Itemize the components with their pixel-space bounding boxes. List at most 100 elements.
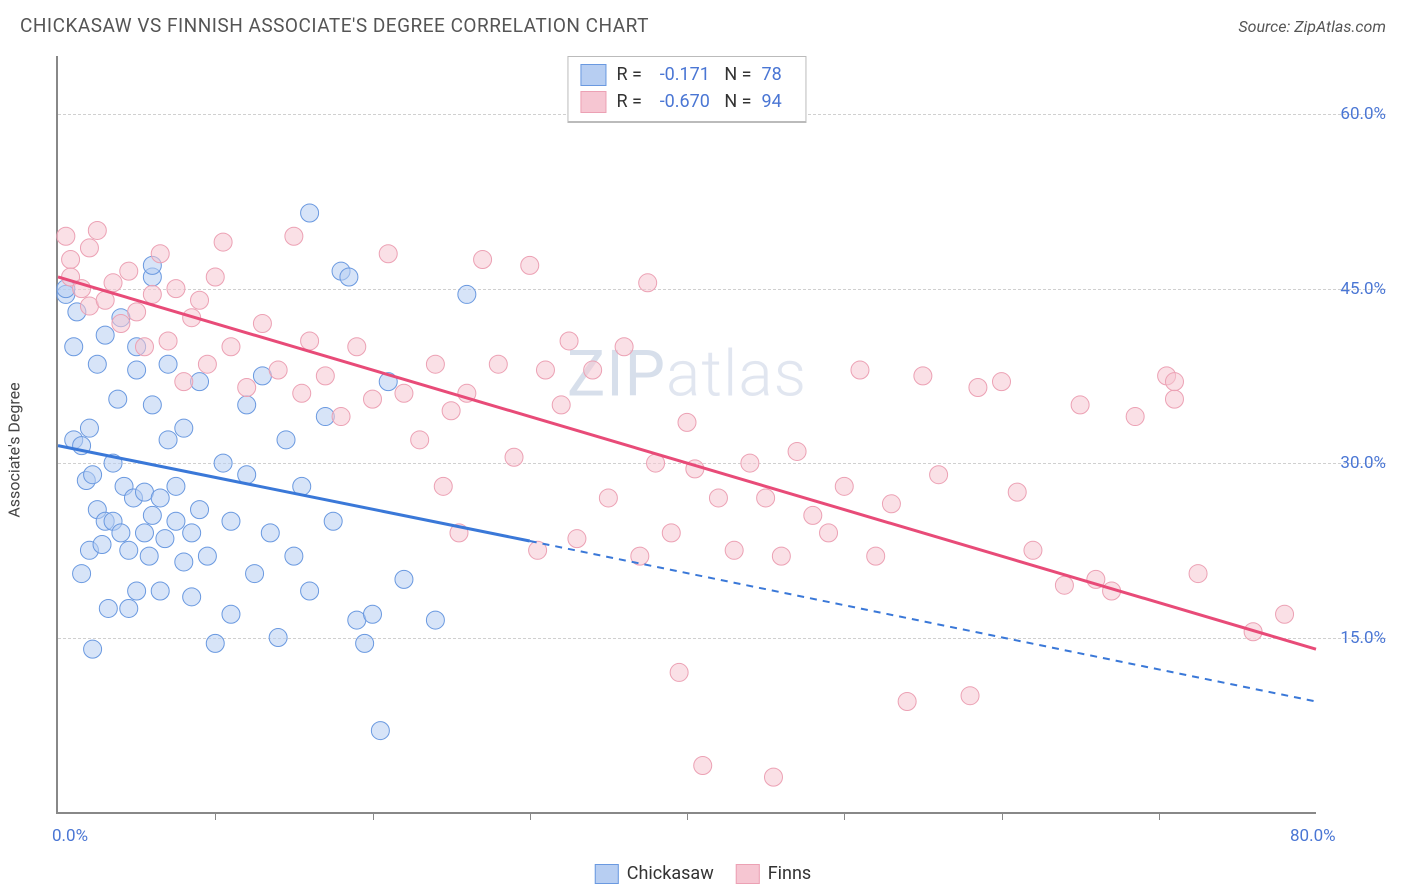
source-name: ZipAtlas.com: [1294, 17, 1386, 36]
data-point: [175, 373, 193, 391]
data-point: [246, 565, 264, 583]
data-point: [678, 413, 696, 431]
data-point: [191, 501, 209, 519]
data-point: [379, 245, 397, 263]
data-point: [120, 262, 138, 280]
data-point: [206, 634, 224, 652]
data-point: [757, 489, 775, 507]
data-point: [112, 315, 130, 333]
data-point: [560, 332, 578, 350]
data-point: [238, 396, 256, 414]
data-point: [159, 355, 177, 373]
data-point: [474, 251, 492, 269]
data-point: [93, 535, 111, 553]
data-point: [788, 442, 806, 460]
data-point: [222, 512, 240, 530]
data-point: [175, 419, 193, 437]
data-point: [340, 268, 358, 286]
data-point: [898, 693, 916, 711]
data-point: [183, 588, 201, 606]
x-tick: [687, 812, 688, 820]
chart-container: Associate's Degree ZIPatlas R = -0.171 N…: [20, 50, 1386, 850]
correlation-stat-box: R = -0.171 N = 78 R = -0.670 N = 94: [567, 56, 806, 123]
x-tick: [530, 812, 531, 820]
legend-swatch: [595, 864, 619, 884]
stat-r-value: -0.171: [652, 61, 710, 88]
data-point: [143, 506, 161, 524]
data-point: [167, 512, 185, 530]
data-point: [725, 541, 743, 559]
data-point: [88, 221, 106, 239]
data-point: [269, 629, 287, 647]
data-point: [198, 355, 216, 373]
data-point: [73, 565, 91, 583]
data-point: [143, 396, 161, 414]
data-point: [568, 530, 586, 548]
data-point: [253, 315, 271, 333]
data-point: [1126, 408, 1144, 426]
data-point: [293, 384, 311, 402]
data-point: [191, 291, 209, 309]
y-tick-label: 30.0%: [1322, 453, 1386, 473]
data-point: [151, 245, 169, 263]
data-point: [261, 524, 279, 542]
data-point: [411, 431, 429, 449]
data-point: [662, 524, 680, 542]
data-point: [395, 570, 413, 588]
data-point: [764, 768, 782, 786]
data-point: [639, 274, 657, 292]
data-point: [214, 454, 232, 472]
data-point: [993, 373, 1011, 391]
data-point: [914, 367, 932, 385]
data-point: [135, 524, 153, 542]
data-point: [804, 506, 822, 524]
data-point: [128, 582, 146, 600]
data-point: [62, 251, 80, 269]
chart-source: Source: ZipAtlas.com: [1238, 17, 1386, 36]
stat-row: R = -0.670 N = 94: [580, 88, 793, 115]
data-point: [1165, 373, 1183, 391]
data-point: [238, 378, 256, 396]
data-point: [128, 361, 146, 379]
data-point: [222, 338, 240, 356]
data-point: [128, 303, 146, 321]
data-point: [505, 448, 523, 466]
data-point: [159, 332, 177, 350]
data-point: [214, 233, 232, 251]
data-point: [175, 553, 193, 571]
plot-svg: [58, 56, 1316, 812]
data-point: [489, 355, 507, 373]
data-point: [426, 611, 444, 629]
y-tick-label: 15.0%: [1322, 628, 1386, 648]
data-point: [599, 489, 617, 507]
data-point: [364, 605, 382, 623]
x-axis-min-label: 0.0%: [52, 826, 88, 846]
legend-label: Chickasaw: [627, 863, 714, 884]
plot-area: ZIPatlas R = -0.171 N = 78 R = -0.670 N …: [56, 56, 1316, 814]
data-point: [167, 477, 185, 495]
data-point: [820, 524, 838, 542]
chart-header: CHICKASAW VS FINNISH ASSOCIATE'S DEGREE …: [0, 0, 1406, 45]
data-point: [694, 756, 712, 774]
data-point: [198, 547, 216, 565]
data-point: [80, 239, 98, 257]
data-point: [1055, 576, 1073, 594]
data-point: [434, 477, 452, 495]
data-point: [371, 722, 389, 740]
data-point: [112, 524, 130, 542]
stat-n-label: N =: [720, 88, 752, 115]
data-point: [851, 361, 869, 379]
data-point: [135, 338, 153, 356]
data-point: [1071, 396, 1089, 414]
y-tick-label: 60.0%: [1322, 104, 1386, 124]
data-point: [120, 541, 138, 559]
legend-item: Chickasaw: [595, 863, 714, 884]
data-point: [269, 361, 287, 379]
data-point: [301, 332, 319, 350]
data-point: [867, 547, 885, 565]
data-point: [285, 227, 303, 245]
stat-n-label: N =: [720, 61, 752, 88]
data-point: [395, 384, 413, 402]
stat-r-value: -0.670: [652, 88, 710, 115]
data-point: [109, 390, 127, 408]
